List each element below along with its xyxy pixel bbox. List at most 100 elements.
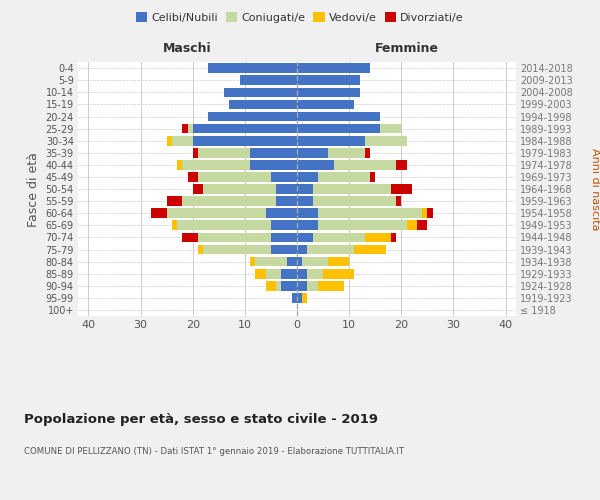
Bar [198,232,271,242]
Text: Maschi: Maschi [163,42,212,55]
Bar [276,281,281,290]
Bar [281,269,297,278]
Bar [255,269,266,278]
Bar [151,208,167,218]
Bar [208,64,297,73]
Bar [328,148,365,158]
Bar [422,208,427,218]
Bar [276,184,297,194]
Bar [313,184,391,194]
Bar [287,257,297,266]
Bar [307,244,355,254]
Bar [297,100,355,110]
Bar [297,172,318,182]
Bar [297,124,380,134]
Bar [276,196,297,206]
Bar [297,196,313,206]
Bar [313,232,365,242]
Bar [297,160,334,170]
Bar [407,220,417,230]
Bar [187,124,193,134]
Bar [297,148,328,158]
Bar [391,184,412,194]
Bar [193,124,297,134]
Bar [297,76,359,85]
Bar [198,172,271,182]
Bar [182,232,198,242]
Bar [307,269,323,278]
Bar [370,172,375,182]
Bar [391,232,396,242]
Bar [182,196,276,206]
Bar [297,208,318,218]
Bar [292,293,297,302]
Bar [396,160,407,170]
Bar [188,172,198,182]
Bar [177,220,271,230]
Bar [281,281,297,290]
Bar [271,232,297,242]
Bar [396,196,401,206]
Bar [297,269,307,278]
Bar [297,220,318,230]
Bar [167,196,182,206]
Bar [318,172,370,182]
Bar [255,257,287,266]
Bar [208,112,297,122]
Bar [224,88,297,97]
Bar [365,148,370,158]
Bar [193,184,203,194]
Bar [266,281,276,290]
Bar [355,244,386,254]
Bar [297,184,313,194]
Text: Popolazione per età, sesso e stato civile - 2019: Popolazione per età, sesso e stato civil… [24,412,378,426]
Bar [182,160,250,170]
Bar [365,232,391,242]
Bar [297,281,307,290]
Bar [307,281,318,290]
Bar [266,269,281,278]
Bar [266,208,297,218]
Bar [239,76,297,85]
Bar [313,196,396,206]
Bar [229,100,297,110]
Bar [297,293,302,302]
Bar [271,172,297,182]
Bar [177,160,182,170]
Legend: Celibi/Nubili, Coniugati/e, Vedovi/e, Divorziati/e: Celibi/Nubili, Coniugati/e, Vedovi/e, Di… [132,8,468,28]
Bar [198,244,203,254]
Bar [271,244,297,254]
Bar [172,136,193,145]
Bar [172,220,177,230]
Bar [297,112,380,122]
Y-axis label: Anni di nascita: Anni di nascita [590,148,599,230]
Bar [203,184,276,194]
Text: Femmine: Femmine [374,42,439,55]
Bar [328,257,349,266]
Bar [302,293,307,302]
Bar [182,124,187,134]
Bar [193,148,198,158]
Bar [318,281,344,290]
Bar [271,220,297,230]
Bar [318,208,422,218]
Bar [297,64,370,73]
Y-axis label: Fasce di età: Fasce di età [27,152,40,226]
Bar [297,257,302,266]
Bar [193,136,297,145]
Bar [297,244,307,254]
Bar [302,257,328,266]
Bar [297,232,313,242]
Bar [203,244,271,254]
Bar [334,160,396,170]
Bar [250,257,255,266]
Bar [318,220,407,230]
Bar [365,136,407,145]
Bar [427,208,433,218]
Bar [167,136,172,145]
Bar [250,148,297,158]
Bar [417,220,427,230]
Text: COMUNE DI PELLIZZANO (TN) - Dati ISTAT 1° gennaio 2019 - Elaborazione TUTTITALIA: COMUNE DI PELLIZZANO (TN) - Dati ISTAT 1… [24,448,404,456]
Bar [323,269,355,278]
Bar [380,124,401,134]
